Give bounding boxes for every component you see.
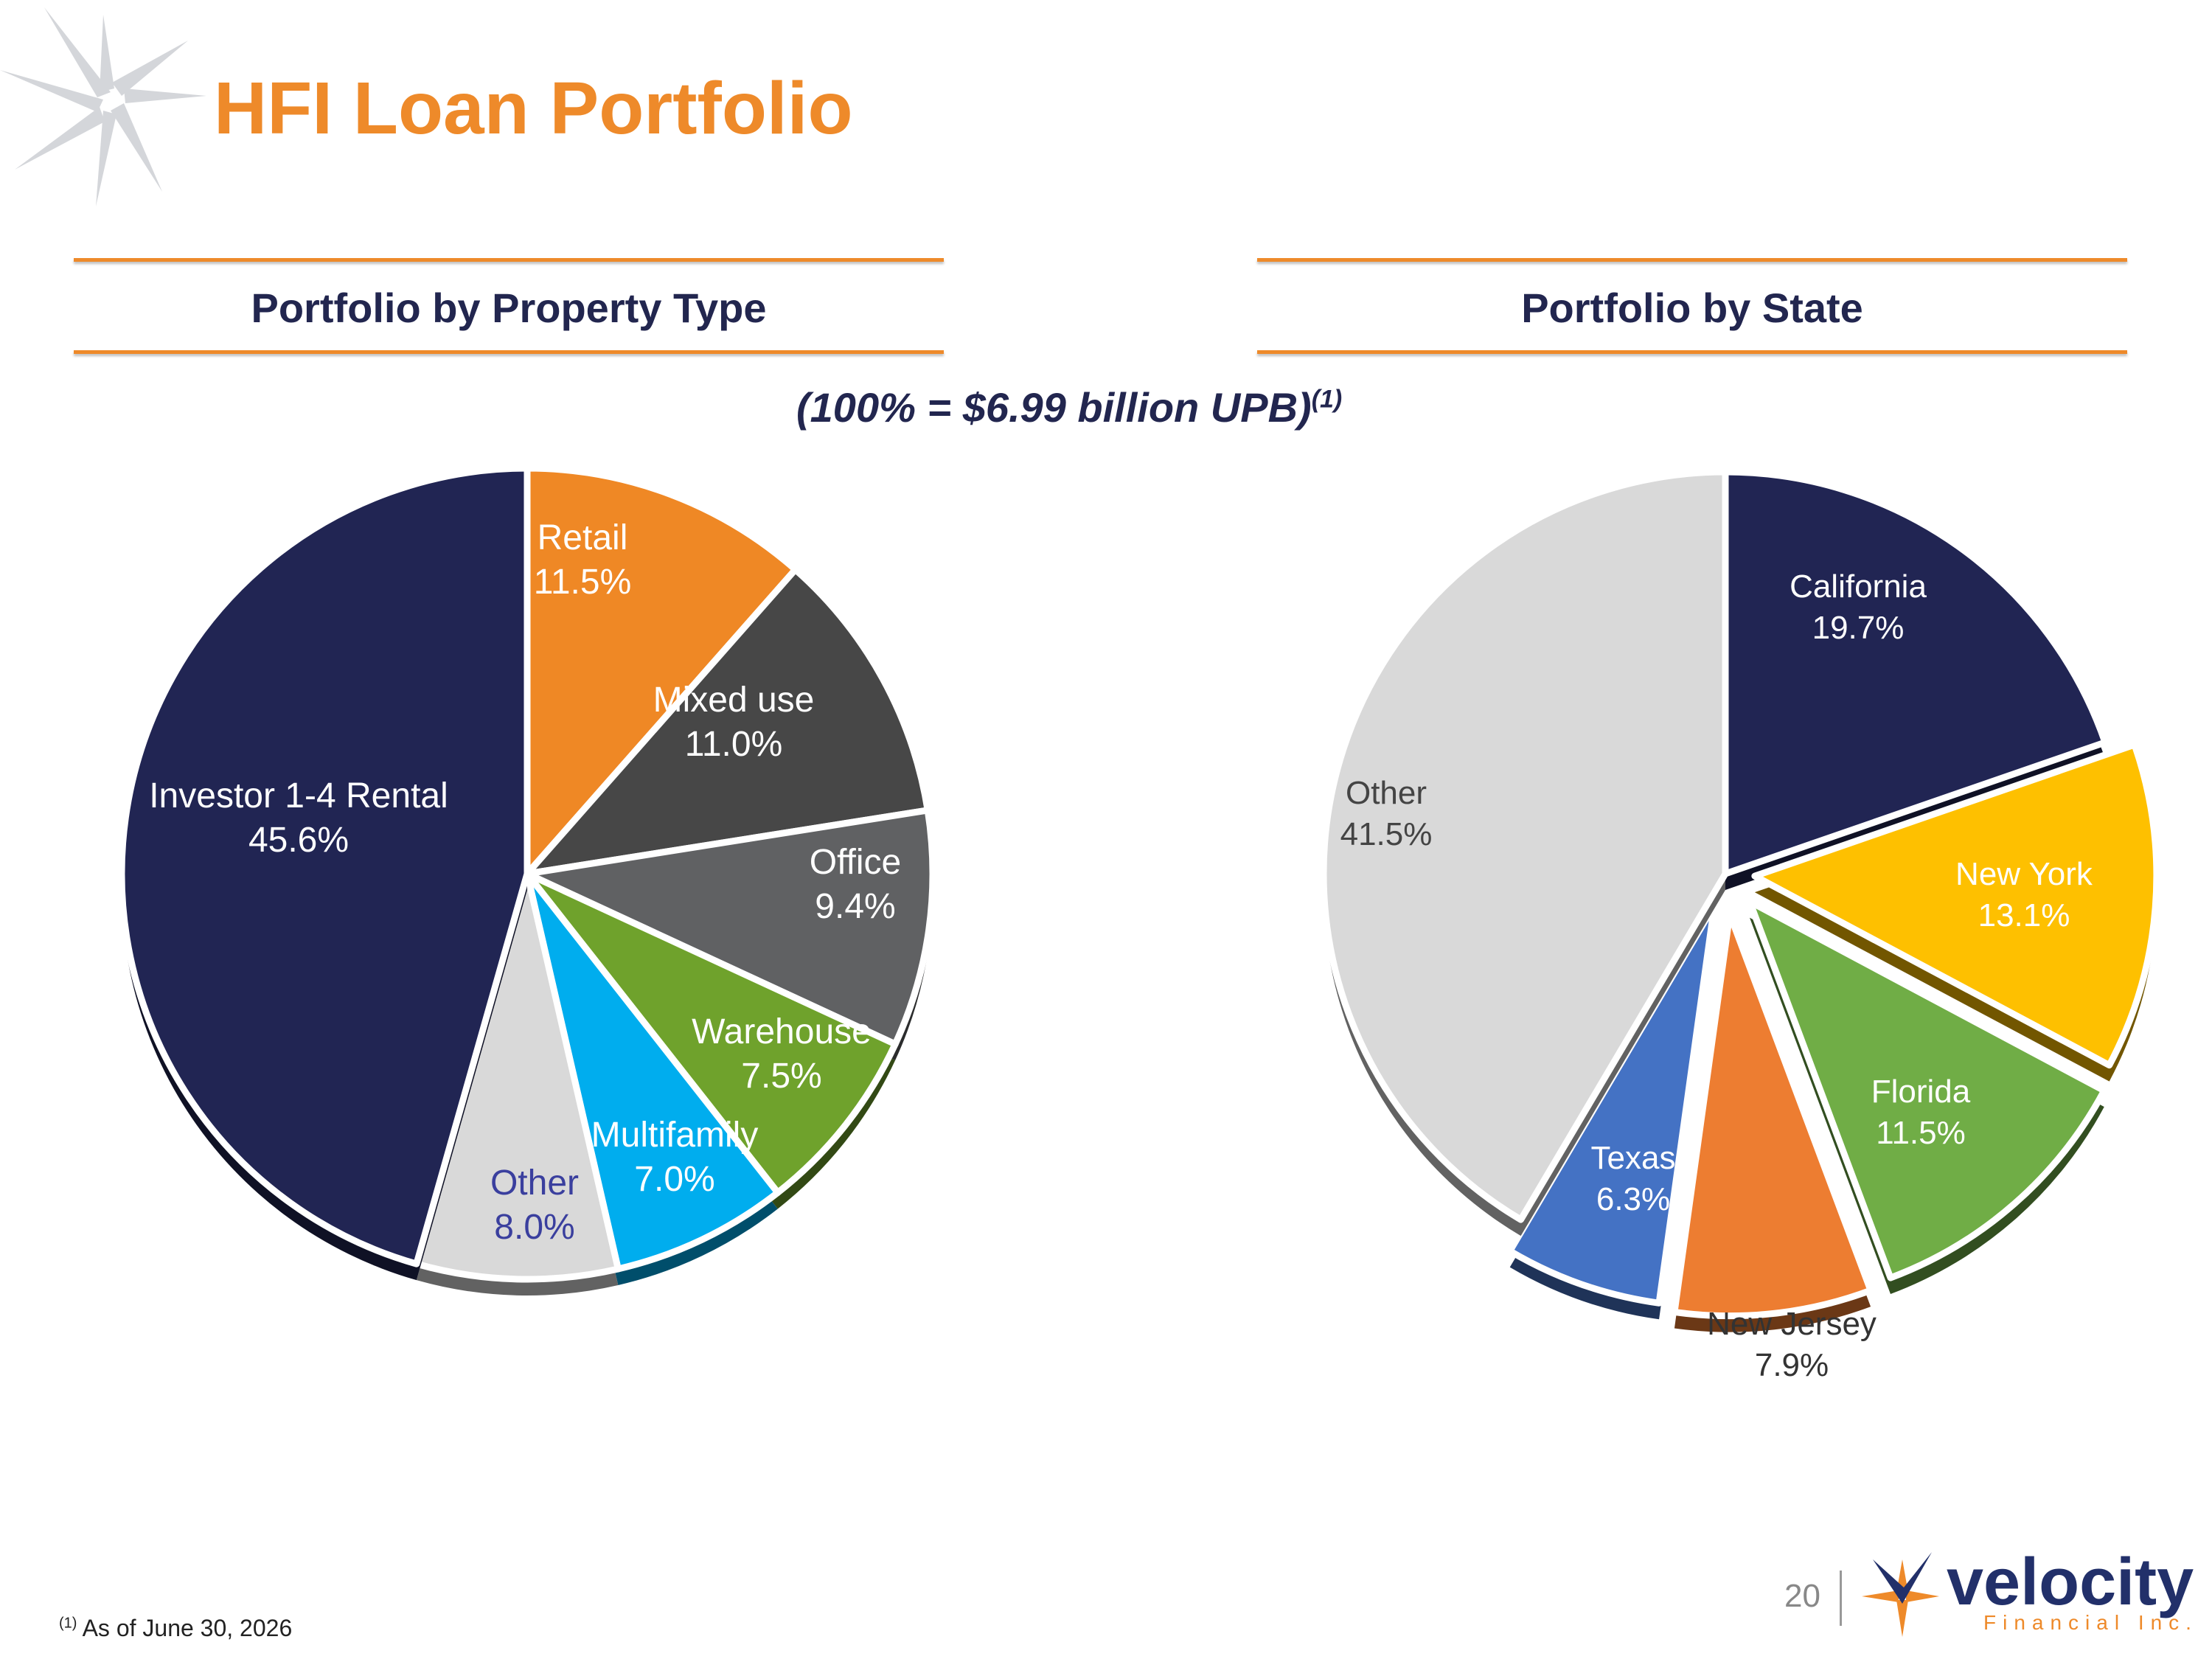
property-slice-office [524, 807, 936, 1048]
property-slice-other [413, 870, 622, 1283]
property-label-other: Other [490, 1164, 579, 1203]
state-label-florida: Florida [1871, 1074, 1971, 1110]
property-slice-investor-1-4-rental [118, 465, 531, 1267]
page-number: 20 [1784, 1578, 1820, 1614]
property-value-other: 8.0% [494, 1208, 574, 1247]
page-title: HFI Loan Portfolio [214, 67, 853, 150]
logo-subtitle: Financial Inc. [1983, 1611, 2198, 1634]
property-label-retail: Retail [538, 518, 628, 557]
property-label-investor-1-4-rental: Investor 1-4 Rental [149, 776, 448, 815]
property-label-multifamily: Multifamily [591, 1116, 759, 1155]
right-bottom-rule [1257, 350, 2127, 354]
property-value-investor-1-4-rental: 45.6% [248, 821, 349, 860]
footnote-text: As of June 30, 2026 [82, 1615, 293, 1641]
property-value-multifamily: 7.0% [634, 1160, 714, 1199]
state-label-other: Other [1346, 775, 1427, 811]
left-bottom-rule [74, 350, 944, 354]
state-value-california: 19.7% [1812, 610, 1905, 646]
property-slice-multifamily [524, 870, 782, 1273]
property-value-office: 9.4% [815, 887, 895, 926]
property-value-retail: 11.5% [534, 563, 632, 602]
property-value-warehouse: 7.5% [741, 1057, 821, 1096]
state-slice-new-york [1751, 741, 2160, 1069]
footnote: (1) As of June 30, 2026 [59, 1615, 292, 1642]
state-slice-california [1722, 468, 2109, 877]
state-label-new-jersey: New Jersey [1707, 1306, 1877, 1342]
right-top-rule [1257, 258, 2127, 262]
left-top-rule [74, 258, 944, 262]
velocity-logo-icon [1862, 1552, 1939, 1637]
state-slice-other [1320, 468, 1729, 1223]
property-slice-mixed-use [524, 566, 931, 877]
state-slice-new-jersey [1671, 911, 1874, 1320]
subtitle-text: (100% = $6.99 billion UPB) [796, 384, 1312, 431]
state-value-florida: 11.5% [1876, 1115, 1966, 1151]
state-label-new-york: New York [1955, 856, 2093, 892]
state-value-new-jersey: 7.9% [1755, 1347, 1829, 1383]
left-panel-title: Portfolio by Property Type [251, 285, 767, 331]
logo-wordmark: velocity [1947, 1545, 2194, 1619]
state-value-new-york: 13.1% [1978, 897, 2070, 933]
property-label-mixed-use: Mixed use [653, 681, 815, 720]
chart-subtitle: (100% = $6.99 billion UPB)(1) [796, 383, 1342, 431]
state-label-california: California [1790, 568, 1927, 605]
footnote-ref: (1) [59, 1615, 77, 1632]
state-slice-texas [1506, 901, 1718, 1307]
state-label-texas: Texas [1591, 1140, 1676, 1176]
property-slice-warehouse [524, 870, 899, 1196]
property-label-office: Office [810, 843, 902, 882]
subtitle-footnote-ref: (1) [1311, 385, 1343, 414]
state-value-other: 41.5% [1340, 816, 1433, 852]
state-slice-florida [1746, 898, 2108, 1281]
logo-divider [1840, 1571, 1842, 1626]
property-value-mixed-use: 11.0% [685, 725, 783, 764]
state-value-texas: 6.3% [1596, 1181, 1670, 1217]
right-panel-title: Portfolio by State [1521, 285, 1863, 331]
property-label-warehouse: Warehouse [692, 1012, 872, 1051]
property-slice-retail [524, 465, 799, 877]
star-logo-icon [0, 7, 206, 206]
